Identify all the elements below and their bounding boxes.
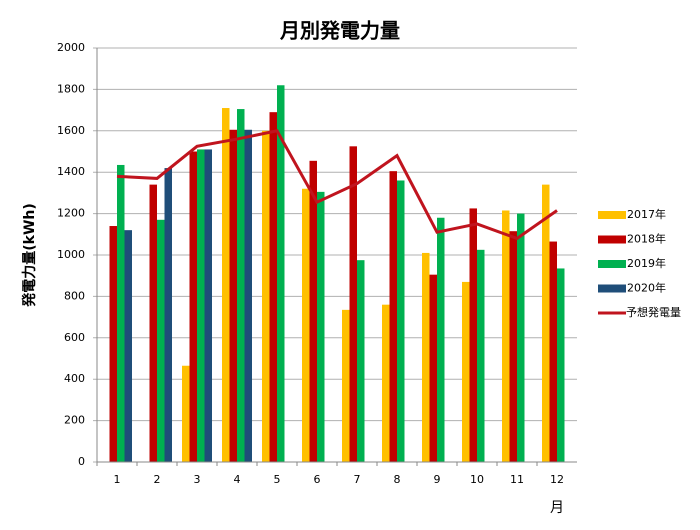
bar (182, 365, 190, 462)
x-tick-label: 11 (510, 473, 524, 486)
bar (509, 231, 517, 462)
legend-label: 2018年 (627, 232, 666, 246)
bar (517, 213, 525, 462)
bar (269, 112, 277, 463)
bar (109, 226, 117, 462)
bar (437, 217, 445, 462)
y-tick-label: 200 (64, 414, 85, 427)
bar (117, 164, 125, 462)
x-tick-label: 8 (394, 473, 401, 486)
bar (164, 168, 172, 462)
bar (189, 151, 197, 462)
legend-label: 2017年 (627, 207, 666, 221)
bar (277, 85, 285, 462)
y-tick-label: 0 (78, 455, 85, 468)
bar (557, 268, 565, 462)
bar (157, 219, 165, 462)
x-tick-label: 4 (234, 473, 241, 486)
bar (469, 208, 477, 462)
legend-swatch (598, 235, 626, 244)
bar (149, 184, 157, 462)
bar (549, 241, 557, 462)
legend-swatch (598, 211, 626, 219)
legend-label: 予想発電量 (626, 305, 681, 319)
line (116, 129, 558, 241)
bar (542, 184, 550, 462)
y-tick-label: 2000 (57, 41, 85, 54)
x-tick-label: 10 (470, 473, 484, 486)
y-axis-label: 発電力量(kWh) (21, 203, 38, 308)
x-tick-label: 1 (114, 473, 121, 486)
bar (302, 188, 310, 462)
bar (397, 180, 405, 463)
y-tick-label: 1600 (57, 124, 85, 137)
bar (237, 109, 245, 462)
legend-swatch (598, 284, 626, 293)
bar (357, 260, 365, 462)
bar (342, 309, 350, 462)
x-tick-label: 12 (550, 473, 564, 486)
legend-swatch (598, 260, 626, 268)
y-tick-label: 600 (64, 331, 85, 344)
bar (502, 210, 510, 462)
bar (317, 191, 325, 463)
bar (222, 108, 230, 462)
bar (389, 171, 397, 463)
bar (422, 252, 430, 462)
bar (244, 129, 252, 462)
bar (262, 130, 270, 463)
y-tick-label: 1800 (57, 82, 85, 95)
bar (309, 160, 317, 462)
y-tick-label: 800 (64, 289, 85, 302)
y-tick-label: 400 (64, 372, 85, 385)
x-tick-label: 2 (154, 473, 161, 486)
x-axis-label: 月 (550, 500, 564, 516)
bar (462, 281, 470, 462)
x-tick-label: 6 (314, 473, 321, 486)
y-tick-label: 1000 (57, 248, 85, 261)
bar (477, 249, 485, 462)
y-tick-label: 1200 (57, 207, 85, 220)
bar (229, 129, 237, 462)
x-tick-label: 9 (434, 473, 441, 486)
bar (204, 149, 212, 462)
bar (382, 304, 390, 462)
bar (124, 230, 132, 462)
chart-title: 月別発電力量 (279, 19, 400, 43)
x-tick-label: 5 (274, 473, 281, 486)
bar (349, 146, 357, 462)
bar (429, 274, 437, 462)
y-tick-label: 1400 (57, 165, 85, 178)
legend-label: 2019年 (627, 256, 666, 270)
legend-label: 2020年 (627, 281, 666, 295)
bar (197, 149, 205, 462)
x-tick-label: 7 (354, 473, 361, 486)
x-tick-label: 3 (194, 473, 201, 486)
